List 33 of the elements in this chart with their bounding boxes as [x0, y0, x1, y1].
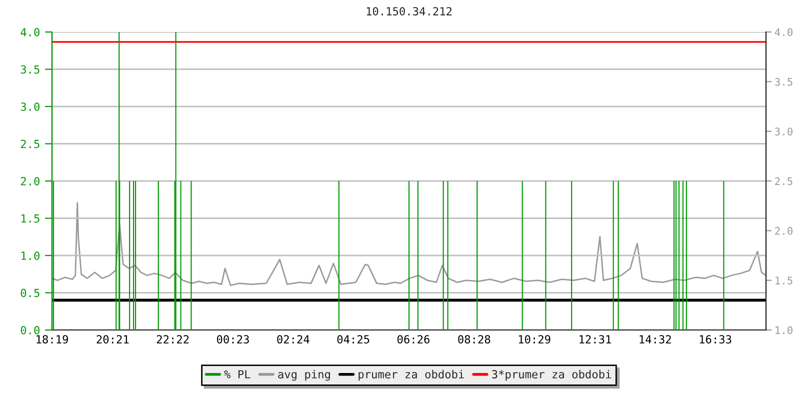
- chart-title: 10.150.34.212: [366, 7, 452, 16]
- y2-tick-label: 1.5: [776, 276, 792, 284]
- y-tick-label: 1.0: [21, 252, 40, 260]
- y-tick-label: 3.0: [20, 102, 40, 111]
- y2-tick-label: 2.0: [775, 226, 792, 235]
- y-tick-label: 2.0: [20, 177, 40, 186]
- x-tick-label: 06:26: [397, 335, 430, 344]
- legend-label: prumer za obdobi: [358, 370, 464, 381]
- y2-tick-label: 2.5: [775, 177, 792, 186]
- y2-tick-label: 3.5: [775, 78, 792, 86]
- legend-label: % PL: [224, 370, 250, 378]
- y-tick-label: 3.5: [20, 65, 40, 74]
- y2-tick-label: 3.0: [775, 128, 792, 136]
- y2-tick-label: 1.0: [776, 326, 792, 334]
- x-tick-label: 00:23: [216, 335, 249, 344]
- legend-label: 3*prumer za obdobi: [492, 370, 611, 381]
- legend-label: avg ping: [278, 370, 330, 381]
- x-tick-label: 02:24: [277, 335, 310, 344]
- x-tick-label: 04:25: [337, 335, 370, 344]
- y2-tick-label: 4.0: [774, 28, 792, 36]
- x-tick-label: 22:22: [156, 335, 189, 344]
- y-tick-label: 0.0: [20, 326, 40, 334]
- x-tick-label: 20:21: [96, 335, 129, 344]
- x-tick-label: 10:29: [518, 335, 550, 344]
- x-tick-label: 12:31: [580, 335, 611, 344]
- y-tick-label: 4.0: [20, 28, 40, 36]
- x-tick-label: 14:32: [640, 335, 671, 344]
- x-tick-label: 08:28: [458, 335, 490, 344]
- y-tick-label: 2.5: [20, 140, 40, 148]
- x-tick-label: 16:33: [700, 335, 732, 344]
- y-tick-label: 1.5: [21, 214, 40, 223]
- x-tick-label: 18:19: [36, 335, 68, 344]
- y-tick-label: 0.5: [20, 288, 40, 298]
